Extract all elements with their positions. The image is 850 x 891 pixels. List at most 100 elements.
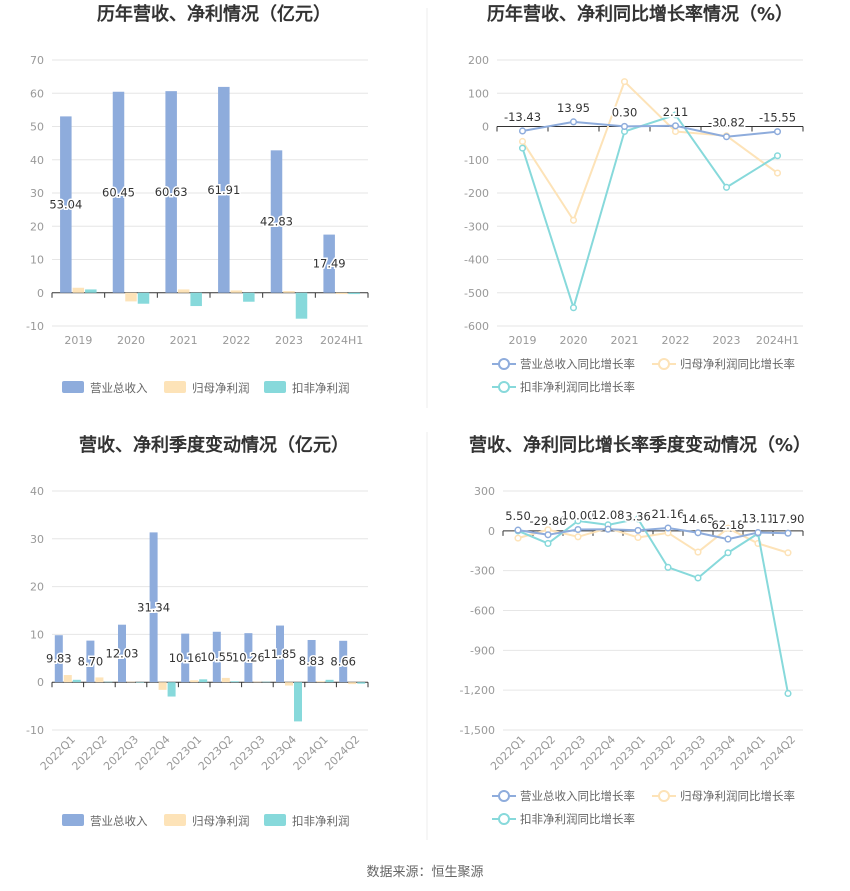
legend-label: 营业总收入 xyxy=(90,814,148,828)
series-point xyxy=(514,534,522,542)
bar-net-profit xyxy=(316,681,325,683)
series-point xyxy=(544,531,552,539)
x-tick-label: 2024H1 xyxy=(320,334,363,347)
data-label: -29.86 xyxy=(529,514,566,528)
bar-revenue xyxy=(54,635,63,683)
series-point xyxy=(784,549,792,557)
bar-revenue xyxy=(339,640,348,683)
data-label: 61.91 xyxy=(207,183,240,197)
bar-deducted-profit xyxy=(262,681,271,683)
legend-label: 归母净利润 xyxy=(192,381,250,395)
bar-deducted-profit xyxy=(136,681,144,683)
series-point xyxy=(620,78,629,86)
y-tick-label: -200 xyxy=(464,187,489,200)
y-tick-label: 300 xyxy=(474,485,495,498)
chart-title: 营收、净利同比增长率季度变动情况（%） xyxy=(469,434,811,456)
series-point xyxy=(569,118,578,126)
data-label: 10.55 xyxy=(200,650,233,664)
y-tick-label: 10 xyxy=(30,254,44,267)
y-tick-label: 0 xyxy=(482,121,489,134)
bar-net-profit xyxy=(230,290,243,293)
bar-net-profit xyxy=(335,292,348,295)
legend-label: 归母净利润同比增长率 xyxy=(680,789,795,803)
data-label: 10.00 xyxy=(562,509,595,523)
data-label: 53.04 xyxy=(49,198,82,212)
series-line xyxy=(521,80,779,222)
series-point xyxy=(634,526,642,534)
quarterly-growth-rate-chart: 营收、净利同比增长率季度变动情况（%） 300 0 -300 -600 -900 -1,20… xyxy=(460,434,811,826)
data-label: 17.90 xyxy=(772,512,805,526)
y-tick-label: 20 xyxy=(30,220,44,233)
x-tick-label: 2023 xyxy=(713,334,741,347)
bar-deducted-profit xyxy=(295,292,308,319)
y-tick-label: 40 xyxy=(30,154,44,167)
bar-revenue xyxy=(86,640,95,683)
quarterly-revenue-profit-chart: 营收、净利季度变动情况（亿元）403020100-102022Q12022Q22… xyxy=(26,434,369,828)
data-label: 14.65 xyxy=(682,512,715,526)
bar-deducted-profit xyxy=(357,682,366,684)
data-label: 31.34 xyxy=(137,600,170,614)
series-point xyxy=(694,574,702,582)
legend-marker xyxy=(498,358,510,370)
bar-net-profit xyxy=(127,681,135,683)
bar-net-profit xyxy=(95,677,104,683)
data-label: 8.66 xyxy=(330,655,356,669)
series-point xyxy=(784,689,792,698)
series-point xyxy=(722,183,731,191)
bar-revenue xyxy=(276,625,284,683)
legend-label: 营业总收入同比增长率 xyxy=(520,789,635,803)
bar-revenue xyxy=(118,624,126,683)
legend-swatch xyxy=(164,381,186,393)
legend-swatch xyxy=(62,814,84,826)
x-tick-label: 2021 xyxy=(611,334,639,347)
bar-revenue xyxy=(60,116,72,293)
series-point xyxy=(694,548,702,556)
data-label: 10.26 xyxy=(232,651,265,665)
data-label: 13.95 xyxy=(557,101,590,115)
y-tick-label: 70 xyxy=(30,54,44,67)
series-line xyxy=(521,113,779,309)
bar-revenue xyxy=(218,86,230,293)
legend-swatch xyxy=(264,814,286,826)
y-tick-label: 20 xyxy=(30,581,44,594)
y-tick-label: 10 xyxy=(30,628,44,641)
y-tick-label: -300 xyxy=(464,220,489,233)
bar-deducted-profit xyxy=(72,679,81,683)
bar-net-profit xyxy=(285,682,293,686)
x-tick-label: 2024H1 xyxy=(756,334,799,347)
series-point xyxy=(634,533,642,542)
y-tick-label: -10 xyxy=(26,320,44,333)
bar-revenue xyxy=(307,639,316,683)
bar-net-profit xyxy=(253,681,262,683)
y-tick-label: 60 xyxy=(30,87,44,100)
y-tick-label: -600 xyxy=(464,320,489,333)
bar-net-profit xyxy=(283,291,295,293)
y-tick-label: 40 xyxy=(30,485,44,498)
y-tick-label: 100 xyxy=(468,87,489,100)
bar-revenue xyxy=(270,150,283,293)
x-tick-label: 2019 xyxy=(509,334,537,347)
series-point xyxy=(574,533,582,541)
data-label: 0.30 xyxy=(612,105,638,119)
annual-revenue-profit-chart: 历年营收、净利情况（亿元） 70 60 50 40 30 20 10 0 -10 2019 2020 2… xyxy=(26,3,369,395)
legend-label: 扣非净利润同比增长率 xyxy=(520,812,635,826)
legend-label: 营业总收入 xyxy=(90,381,148,395)
bar-deducted-profit xyxy=(137,292,150,304)
series-point xyxy=(574,517,582,525)
y-tick-label: -100 xyxy=(464,154,489,167)
bar-net-profit xyxy=(63,675,72,683)
bar-revenue xyxy=(212,631,221,683)
series-point xyxy=(544,539,552,547)
legend-marker xyxy=(498,381,510,393)
legend-swatch xyxy=(62,381,84,393)
y-tick-label: 0 xyxy=(37,287,44,300)
data-label: 17.49 xyxy=(313,257,346,271)
bar-deducted-profit xyxy=(294,682,302,722)
series-point xyxy=(634,515,642,523)
series-line xyxy=(522,120,778,138)
series-point xyxy=(518,144,527,152)
legend-marker xyxy=(498,790,510,802)
y-tick-label: 0 xyxy=(488,525,495,538)
legend-label: 扣非净利润 xyxy=(292,381,350,395)
x-tick-label: 2023 xyxy=(275,334,303,347)
